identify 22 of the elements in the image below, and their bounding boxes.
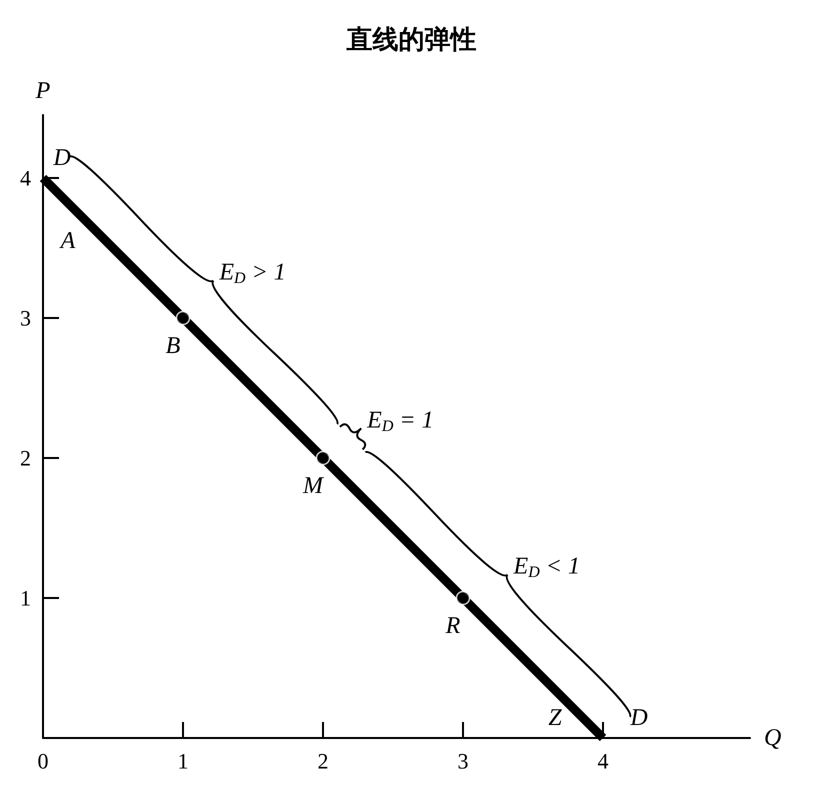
y-tick-label: 3 — [20, 306, 31, 330]
x-tick-label: 2 — [318, 748, 328, 774]
annotation: B — [166, 333, 181, 359]
y-tick-label: 1 — [20, 586, 31, 610]
point — [456, 590, 470, 606]
x-tick-label: 3 — [458, 748, 468, 774]
annotation: A — [58, 228, 76, 254]
point — [176, 310, 190, 326]
x-tick-label: 1 — [178, 748, 188, 774]
y-tick-label: 2 — [20, 446, 31, 470]
y-axis-title: P — [34, 78, 51, 104]
y-tick-label: 4 — [20, 166, 31, 190]
x-axis-title: Q — [764, 725, 782, 751]
annotation: D — [629, 705, 648, 731]
x-tick-label: 0 — [38, 748, 48, 774]
annotation: D — [52, 145, 71, 171]
annotation: Z — [548, 705, 562, 731]
chart-title: 直线的弹性 — [346, 25, 476, 55]
annotation: M — [302, 473, 325, 499]
point — [316, 450, 330, 466]
x-tick-label: 4 — [598, 748, 608, 774]
annotation: R — [444, 613, 461, 639]
